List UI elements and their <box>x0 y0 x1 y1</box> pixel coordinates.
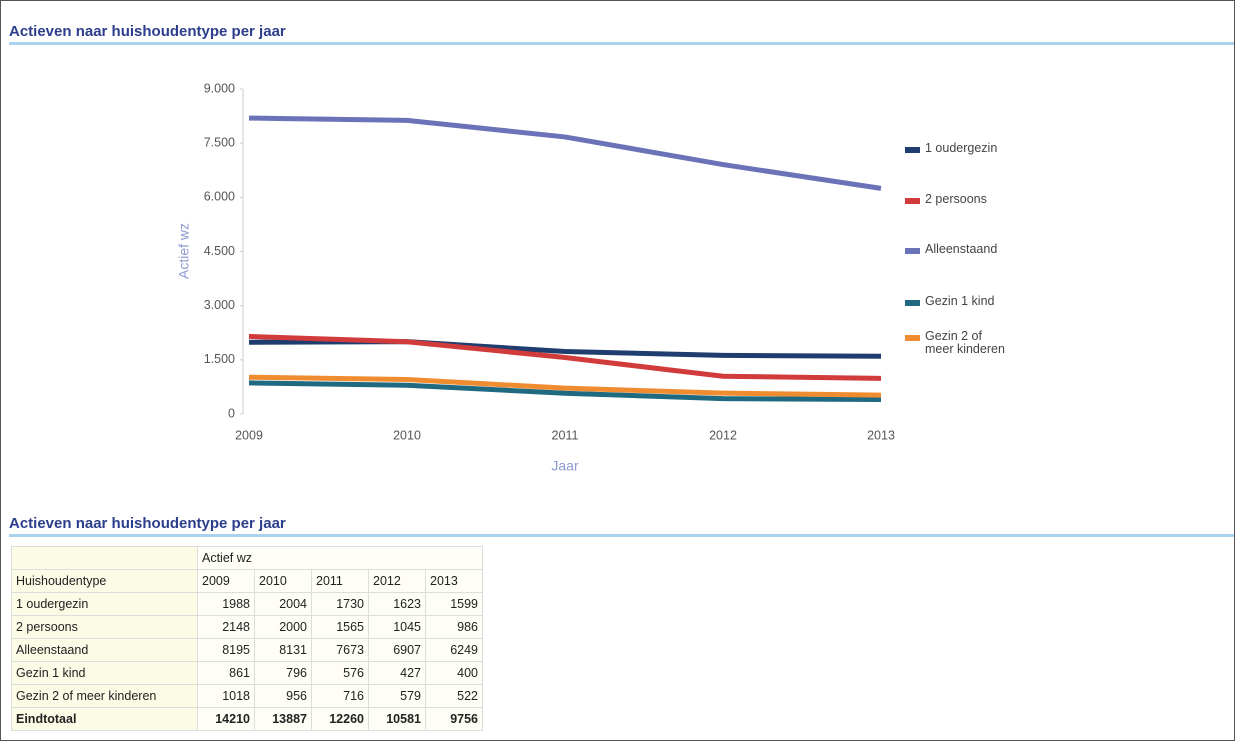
legend-swatch <box>905 300 920 306</box>
group-header: Actief wz <box>197 546 483 570</box>
series-line <box>248 333 882 381</box>
legend-swatch <box>905 248 920 254</box>
table-cell: 2148 <box>197 615 255 639</box>
y-tick-label: 0 <box>228 406 235 420</box>
x-tick-label: 2010 <box>393 428 421 442</box>
total-cell: 12260 <box>311 707 369 731</box>
y-tick-label: 3.000 <box>204 298 235 312</box>
series-line <box>248 374 882 398</box>
table-row: Huishoudentype 2009 2010 2011 2012 2013 <box>11 569 483 593</box>
legend-swatch <box>905 147 920 153</box>
table-cell: 400 <box>425 661 483 685</box>
total-row: Eindtotaal 14210 13887 12260 10581 9756 <box>11 707 483 731</box>
x-tick-label: 2011 <box>552 428 579 442</box>
legend-item: 1 oudergezin <box>905 142 1035 155</box>
table-row: Gezin 1 kind 861 796 576 427 400 <box>11 661 483 685</box>
legend-item: Gezin 1 kind <box>905 295 1035 308</box>
legend-item: Gezin 2 of meer kinderen <box>905 330 1035 356</box>
table-row: Alleenstaand 8195 8131 7673 6907 6249 <box>11 638 483 662</box>
table-row: 1 oudergezin 1988 2004 1730 1623 1599 <box>11 592 483 616</box>
x-axis-label: Jaar <box>551 458 579 474</box>
y-axis-label: Actief wz <box>176 223 192 279</box>
table-cell: 6907 <box>368 638 426 662</box>
series-line <box>248 339 882 359</box>
table-cell: 522 <box>425 684 483 708</box>
table-cell: 1988 <box>197 592 255 616</box>
table-heading: Actieven naar huishoudentype per jaar <box>9 515 286 532</box>
table-cell: 1599 <box>425 592 483 616</box>
table-cell: 796 <box>254 661 312 685</box>
table-cell: 1 oudergezin <box>11 592 198 616</box>
total-cell: 13887 <box>254 707 312 731</box>
table-cell <box>11 546 198 570</box>
total-cell: Eindtotaal <box>11 707 198 731</box>
y-tick-label: 6.000 <box>204 190 235 204</box>
table-row: Actief wz <box>11 546 483 570</box>
legend-label: Gezin 2 of meer kinderen <box>925 329 1005 356</box>
table-cell: Gezin 1 kind <box>11 661 198 685</box>
column-header: 2011 <box>311 569 369 593</box>
column-header: 2013 <box>425 569 483 593</box>
legend-label: Alleenstaand <box>925 242 998 256</box>
table-cell: 716 <box>311 684 369 708</box>
total-cell: 9756 <box>425 707 483 731</box>
x-tick-label: 2009 <box>235 428 263 442</box>
column-header: 2009 <box>197 569 255 593</box>
heading-rule <box>9 42 1234 45</box>
table-cell: 7673 <box>311 638 369 662</box>
series-line <box>248 115 882 191</box>
y-tick-label: 4.500 <box>204 244 235 258</box>
table-cell: 1565 <box>311 615 369 639</box>
table-cell: 427 <box>368 661 426 685</box>
table-cell: Alleenstaand <box>11 638 198 662</box>
table-cell: 1045 <box>368 615 426 639</box>
table-cell: 2 persoons <box>11 615 198 639</box>
legend-swatch <box>905 335 920 341</box>
legend-label: 1 oudergezin <box>925 141 998 155</box>
legend-swatch <box>905 198 920 204</box>
table-row: Gezin 2 of meer kinderen 1018 956 716 579 522 <box>11 684 483 708</box>
legend-item: Alleenstaand <box>905 243 1035 256</box>
table-cell: 1623 <box>368 592 426 616</box>
x-tick-label: 2013 <box>867 428 895 442</box>
column-header: 2012 <box>368 569 426 593</box>
table-cell: 956 <box>254 684 312 708</box>
legend-item: 2 persoons <box>905 193 1035 206</box>
heading-rule <box>9 534 1234 537</box>
y-tick-label: 7.500 <box>204 135 235 149</box>
series-line <box>248 380 882 403</box>
table-cell: 861 <box>197 661 255 685</box>
chart-heading: Actieven naar huishoudentype per jaar <box>9 23 286 40</box>
legend-label: Gezin 1 kind <box>925 294 995 308</box>
y-tick-label: 9.000 <box>204 81 235 95</box>
table-cell: 1730 <box>311 592 369 616</box>
table-cell: 2000 <box>254 615 312 639</box>
table-cell: Gezin 2 of meer kinderen <box>11 684 198 708</box>
total-cell: 10581 <box>368 707 426 731</box>
table-cell: 2004 <box>254 592 312 616</box>
legend-label: 2 persoons <box>925 192 987 206</box>
table-cell: 1018 <box>197 684 255 708</box>
column-header: Huishoudentype <box>11 569 198 593</box>
x-tick-label: 2012 <box>709 428 737 442</box>
data-table: Actief wz Huishoudentype 2009 2010 2011 2012 2… <box>11 546 483 731</box>
table-cell: 579 <box>368 684 426 708</box>
table-cell: 8131 <box>254 638 312 662</box>
column-header: 2010 <box>254 569 312 593</box>
table-cell: 986 <box>425 615 483 639</box>
line-chart: 0 1.500 3.000 4.500 6.000 7.500 9.000 2009 2010 2… <box>176 81 895 474</box>
table-cell: 576 <box>311 661 369 685</box>
table-row: 2 persoons 2148 2000 1565 1045 986 <box>11 615 483 639</box>
table-cell: 6249 <box>425 638 483 662</box>
total-cell: 14210 <box>197 707 255 731</box>
table-cell: 8195 <box>197 638 255 662</box>
y-tick-label: 1.500 <box>204 352 235 366</box>
